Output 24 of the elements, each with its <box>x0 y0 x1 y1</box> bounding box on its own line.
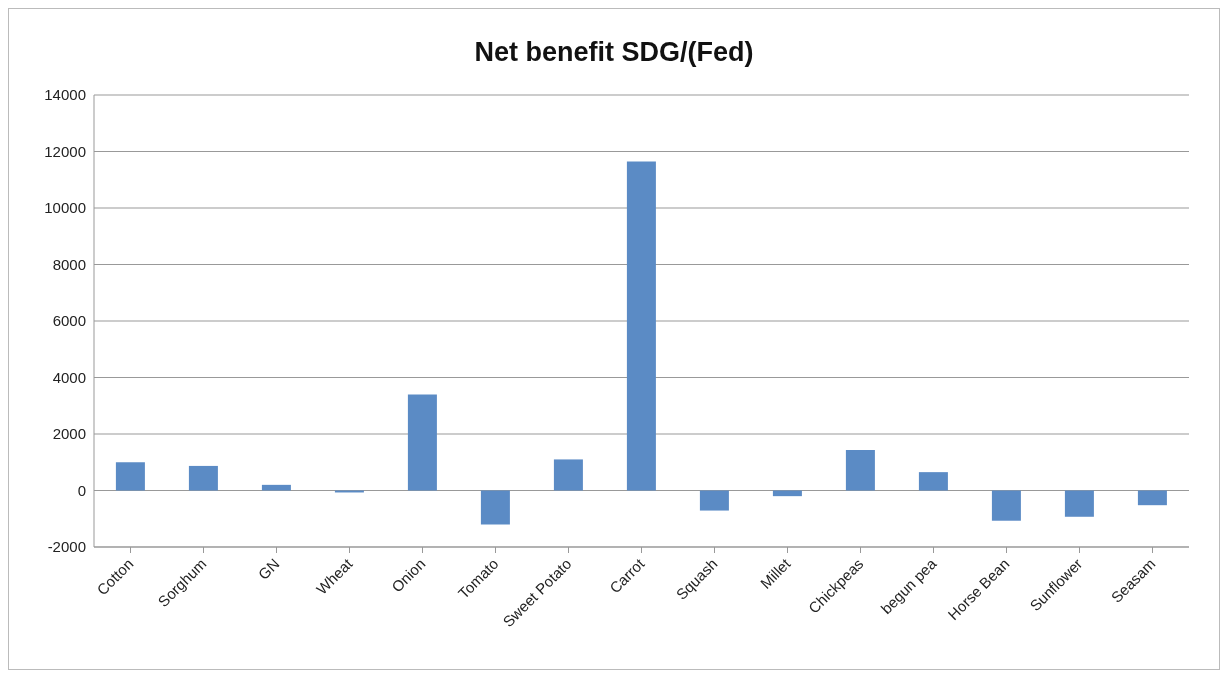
y-tick-label: 10000 <box>44 199 86 217</box>
bar <box>991 490 1021 521</box>
bar <box>699 490 729 511</box>
x-tick-label: GN <box>254 554 283 583</box>
y-tick-label: 2000 <box>52 425 86 443</box>
bar <box>553 459 583 491</box>
y-tick-label: 6000 <box>52 312 86 330</box>
bar <box>626 161 656 491</box>
bar <box>115 462 145 491</box>
y-tick-label: -2000 <box>47 538 86 556</box>
bar <box>918 472 948 491</box>
bar <box>480 490 510 525</box>
y-tick-label: 14000 <box>44 86 86 104</box>
bar <box>845 450 875 491</box>
bar <box>1137 490 1167 506</box>
y-tick-label: 8000 <box>52 255 86 273</box>
bar <box>407 394 437 491</box>
y-tick-label: 0 <box>77 481 86 499</box>
bar <box>1064 490 1094 517</box>
y-tick-label: 12000 <box>44 142 86 160</box>
bar <box>188 465 218 491</box>
y-tick-label: 4000 <box>52 368 86 386</box>
bar <box>261 484 291 491</box>
chart-title: Net benefit SDG/(Fed) <box>473 36 755 69</box>
